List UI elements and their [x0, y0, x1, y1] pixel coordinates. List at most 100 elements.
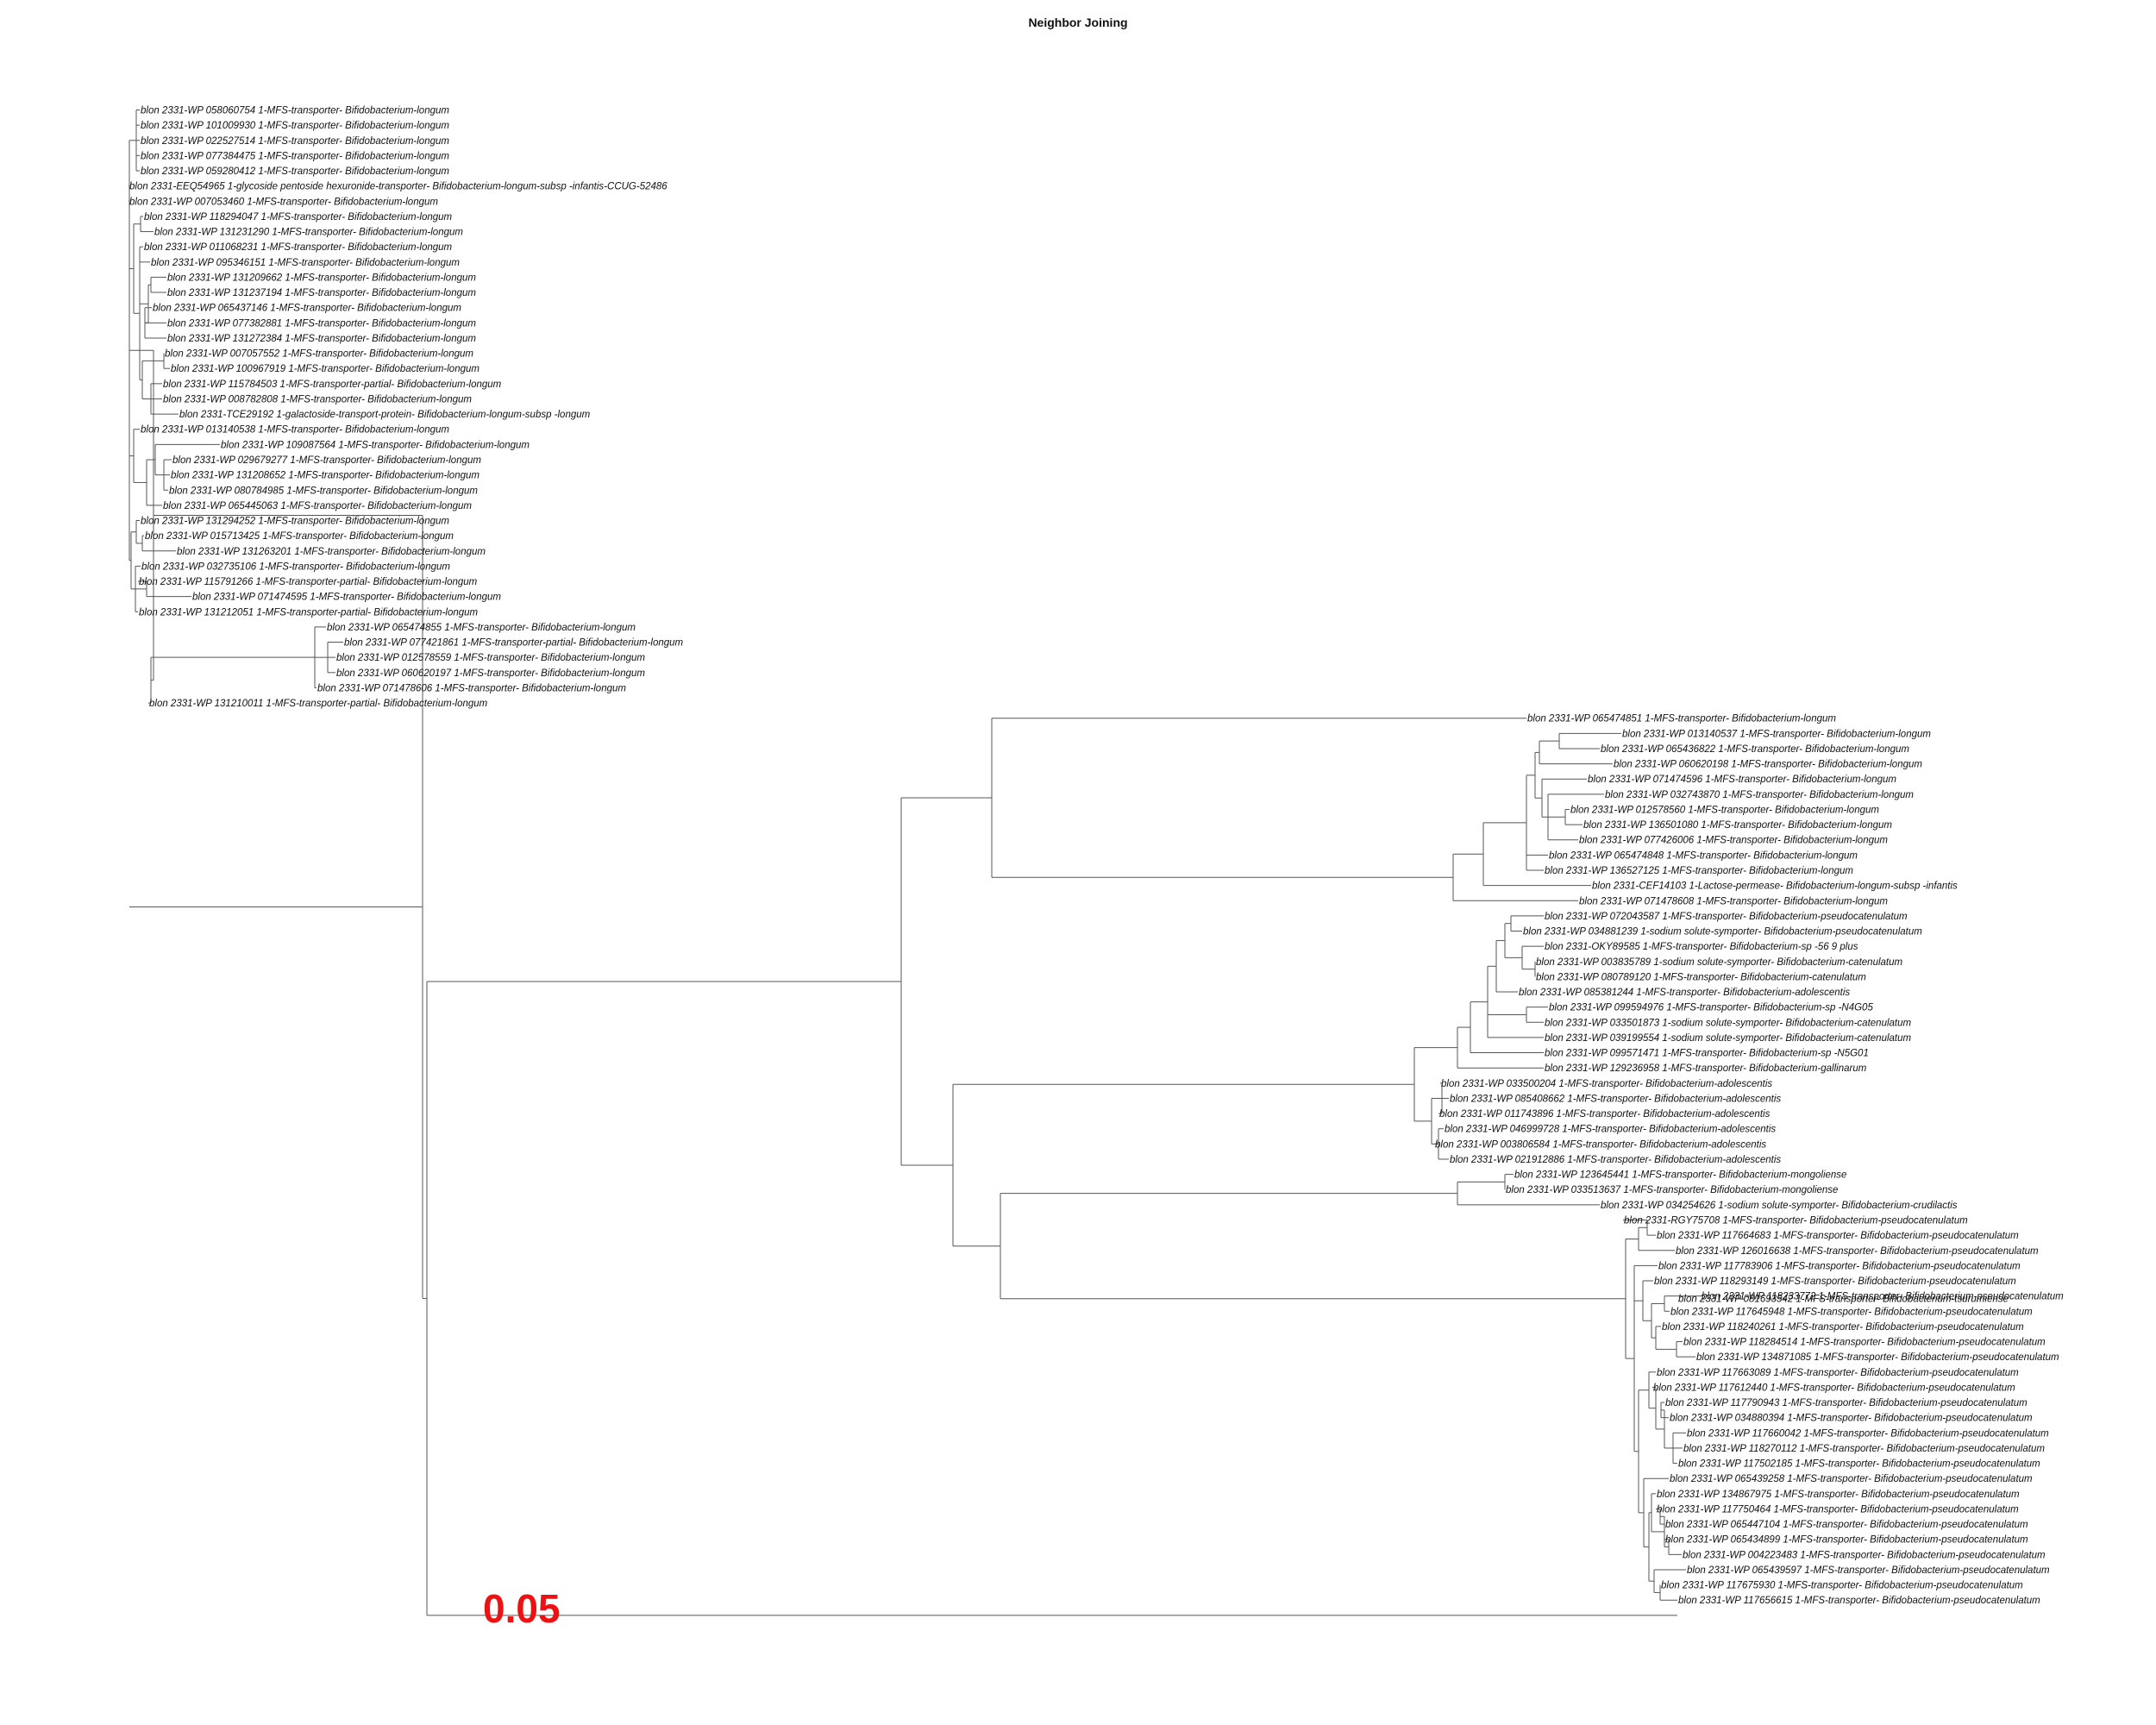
tree-leaf-label: blon 2331-WP 117612440 1-MFS-transporter… [1653, 1383, 2015, 1393]
tree-leaf-label: blon 2331-WP 134871085 1-MFS-transporter… [1696, 1352, 2059, 1363]
tree-leaf-label: blon 2331-WP 085408662 1-MFS-transporter… [1450, 1094, 1781, 1104]
tree-title: Neighbor Joining [1028, 16, 1128, 29]
tree-leaf-label: blon 2331-WP 085381244 1-MFS-transporter… [1519, 988, 1850, 998]
tree-leaf-label: blon 2331-WP 117783906 1-MFS-transporter… [1658, 1261, 2021, 1271]
tree-leaf-label: blon 2331-WP 071478608 1-MFS-transporter… [1579, 896, 1888, 906]
tree-leaf-label: blon 2331-WP 060620198 1-MFS-transporter… [1614, 760, 1922, 770]
tree-leaf-label: blon 2331-WP 131209662 1-MFS-transporter… [167, 273, 476, 283]
tree-leaf-label: blon 2331-EEQ54965 1-glycoside pentoside… [129, 182, 667, 192]
tree-leaf-label: blon 2331-WP 003806584 1-MFS-transporter… [1435, 1139, 1766, 1150]
tree-leaf-label: blon 2331-OKY89585 1-MFS-transporter- Bi… [1545, 942, 1858, 952]
tree-leaf-label: blon 2331-WP 117645948 1-MFS-transporter… [1670, 1307, 2033, 1317]
tree-leaf-label: blon 2331-WP 021912886 1-MFS-transporter… [1450, 1155, 1781, 1165]
tree-leaf-label: blon 2331-WP 065439258 1-MFS-transporter… [1670, 1474, 2033, 1484]
tree-leaf-label: blon 2331-WP 065436822 1-MFS-transporter… [1601, 744, 1909, 755]
tree-leaf-label: blon 2331-WP 034254626 1-sodium solute-s… [1601, 1201, 1958, 1211]
tree-leaf-label: blon 2331-WP 134867975 1-MFS-transporter… [1657, 1490, 2020, 1500]
tree-leaf-label: blon 2331-WP 065447104 1-MFS-transporter… [1665, 1520, 2028, 1530]
tree-leaf-label: blon 2331-WP 118233772 1-MFS-transporter… [1702, 1292, 2064, 1302]
tree-leaf-label: blon 2331-WP 011068231 1-MFS-transporter… [144, 242, 453, 253]
tree-leaf-label: blon 2331-WP 117663089 1-MFS-transporter… [1657, 1368, 2019, 1378]
tree-leaf-label: blon 2331-RGY75708 1-MFS-transporter- Bi… [1624, 1215, 1968, 1226]
tree-leaf-label: blon 2331-WP 131294252 1-MFS-transporter… [141, 517, 449, 527]
tree-leaf-label: blon 2331-WP 118240261 1-MFS-transporter… [1662, 1322, 2024, 1333]
tree-leaf-label: blon 2331-WP 115784503 1-MFS-transporter… [163, 380, 502, 390]
tree-leaf-label: blon 2331-WP 099594976 1-MFS-transporter… [1549, 1003, 1873, 1013]
tree-leaf-label: blon 2331-WP 136527125 1-MFS-transporter… [1545, 866, 1853, 876]
tree-leaf-label: blon 2331-WP 126016638 1-MFS-transporter… [1676, 1246, 2039, 1257]
tree-leaf-label: blon 2331-WP 129236958 1-MFS-transporter… [1545, 1063, 1867, 1074]
tree-leaf-label: blon 2331-WP 117675930 1-MFS-transporter… [1661, 1581, 2023, 1591]
tree-leaf-label: blon 2331-WP 065474848 1-MFS-transporter… [1549, 850, 1858, 861]
tree-leaf-label: blon 2331-WP 032743870 1-MFS-transporter… [1605, 790, 1914, 800]
tree-leaf-label: blon 2331-WP 081693542 1-MFS-transporter… [1678, 1294, 2009, 1304]
tree-leaf-label: blon 2331-WP 003835789 1-sodium solute-s… [1536, 957, 1903, 968]
tree-leaf-label: blon 2331-WP 007053460 1-MFS-transporter… [129, 197, 438, 207]
tree-leaf-label: blon 2331-WP 101009930 1-MFS-transporter… [141, 121, 449, 131]
tree-leaf-label: blon 2331-WP 033513637 1-MFS-transporter… [1506, 1185, 1838, 1195]
tree-leaf-label: blon 2331-WP 117502185 1-MFS-transporter… [1678, 1459, 2040, 1470]
tree-leaf-label: blon 2331-WP 118284514 1-MFS-transporter… [1683, 1338, 2046, 1348]
tree-leaf-label: blon 2331-WP 039199554 1-sodium solute-s… [1545, 1033, 1912, 1044]
tree-leaf-label: blon 2331-WP 118293149 1-MFS-transporter… [1654, 1276, 2016, 1287]
tree-leaf-label: blon 2331-WP 131272384 1-MFS-transporter… [167, 334, 476, 344]
tree-leaf-label: blon 2331-WP 115791266 1-MFS-transporter… [139, 577, 478, 587]
tree-leaf-label: blon 2331-WP 033500204 1-MFS-transporter… [1441, 1079, 1772, 1089]
tree-leaf-label: blon 2331-WP 123645441 1-MFS-transporter… [1514, 1170, 1846, 1181]
tree-leaf-label: blon 2331-WP 071474596 1-MFS-transporter… [1588, 775, 1896, 785]
tree-leaf-label: blon 2331-WP 033501873 1-sodium solute-s… [1545, 1018, 1912, 1028]
tree-leaf-label: blon 2331-WP 077382881 1-MFS-transporter… [167, 318, 476, 329]
tree-leaf-label: blon 2331-WP 099571471 1-MFS-transporter… [1545, 1049, 1869, 1059]
tree-leaf-label: blon 2331-WP 007057552 1-MFS-transporter… [165, 349, 473, 360]
tree-leaf-label: blon 2331-WP 095346151 1-MFS-transporter… [151, 258, 460, 268]
scale-bar-label: 0.05 [483, 1586, 561, 1631]
tree-leaf-label: blon 2331-WP 022527514 1-MFS-transporter… [141, 136, 449, 147]
tree-leaf-label: blon 2331-WP 065434899 1-MFS-transporter… [1665, 1535, 2028, 1546]
tree-leaf-label: blon 2331-WP 065439597 1-MFS-transporter… [1687, 1565, 2050, 1576]
tree-leaf-label: blon 2331-WP 004223483 1-MFS-transporter… [1683, 1550, 2046, 1560]
tree-leaf-label: blon 2331-WP 136501080 1-MFS-transporter… [1583, 820, 1892, 831]
tree-leaf-label: blon 2331-WP 117790943 1-MFS-transporter… [1665, 1398, 2028, 1408]
tree-leaf-label: blon 2331-WP 131208652 1-MFS-transporter… [171, 471, 479, 481]
tree-leaf-label: blon 2331-WP 011743896 1-MFS-transporter… [1439, 1109, 1771, 1120]
tree-leaf-label: blon 2331-WP 118294047 1-MFS-transporter… [144, 212, 453, 223]
tree-leaf-label: blon 2331-WP 109087564 1-MFS-transporter… [221, 440, 530, 450]
tree-leaf-label: blon 2331-WP 131210011 1-MFS-transporter… [149, 699, 488, 709]
tree-leaf-label: blon 2331-WP 131212051 1-MFS-transporter… [139, 607, 479, 618]
tree-leaf-label: blon 2331-WP 059280412 1-MFS-transporter… [141, 166, 449, 177]
tree-leaf-label: blon 2331-WP 118270112 1-MFS-transporter… [1683, 1444, 2045, 1454]
tree-leaf-label: blon 2331-WP 060620197 1-MFS-transporter… [336, 668, 645, 679]
tree-leaf-label: blon 2331-WP 034880394 1-MFS-transporter… [1670, 1414, 2033, 1424]
tree-leaf-label: blon 2331-WP 013140537 1-MFS-transporter… [1622, 729, 1931, 739]
tree-leaf-label: blon 2331-WP 077426006 1-MFS-transporter… [1579, 836, 1888, 846]
tree-leaf-label: blon 2331-WP 117750464 1-MFS-transporter… [1657, 1504, 2019, 1515]
tree-leaf-label: blon 2331-WP 131231290 1-MFS-transporter… [154, 228, 463, 238]
tree-leaf-label: blon 2331-WP 034881239 1-sodium solute-s… [1523, 927, 1922, 938]
tree-leaf-label: blon 2331-WP 065474851 1-MFS-transporter… [1527, 714, 1836, 724]
tree-leaf-label: blon 2331-TCE29192 1-galactoside-transpo… [179, 410, 591, 420]
tree-leaf-label: blon 2331-WP 013140538 1-MFS-transporter… [141, 425, 449, 436]
tree-leaf-label: blon 2331-WP 080784985 1-MFS-transporter… [169, 486, 478, 496]
tree-leaf-label: blon 2331-WP 029679277 1-MFS-transporter… [172, 455, 481, 466]
tree-leaf-label: blon 2331-WP 012578559 1-MFS-transporter… [336, 653, 645, 663]
tree-leaf-label: blon 2331-WP 065445063 1-MFS-transporter… [163, 501, 472, 511]
tree-leaf-label: blon 2331-WP 100967919 1-MFS-transporter… [171, 364, 479, 374]
tree-leaf-label: blon 2331-WP 131263201 1-MFS-transporter… [177, 547, 486, 557]
tree-leaf-label: blon 2331-WP 015713425 1-MFS-transporter… [145, 531, 454, 542]
tree-leaf-label: blon 2331-WP 046999728 1-MFS-transporter… [1445, 1125, 1776, 1135]
tree-leaf-label: blon 2331-CEF14103 1-Lactose-permease- B… [1592, 881, 1958, 892]
tree-leaf-label: blon 2331-WP 071478606 1-MFS-transporter… [317, 683, 626, 693]
tree-leaf-label: blon 2331-WP 071474595 1-MFS-transporter… [192, 593, 501, 603]
tree-leaf-label: blon 2331-WP 080789120 1-MFS-transporter… [1536, 972, 1866, 982]
tree-leaf-label: blon 2331-WP 077421861 1-MFS-transporter… [344, 638, 684, 649]
tree-leaf-label: blon 2331-WP 117664683 1-MFS-transporter… [1657, 1231, 2019, 1241]
tree-leaf-label: blon 2331-WP 032735106 1-MFS-transporter… [141, 561, 450, 572]
tree-leaf-label: blon 2331-WP 131237194 1-MFS-transporter… [167, 288, 476, 298]
tree-leaf-label: blon 2331-WP 065437146 1-MFS-transporter… [153, 304, 461, 314]
tree-leaf-label: blon 2331-WP 012578560 1-MFS-transporter… [1570, 805, 1879, 815]
tree-leaf-label: blon 2331-WP 058060754 1-MFS-transporter… [141, 106, 449, 116]
tree-leaf-label: blon 2331-WP 065474855 1-MFS-transporter… [327, 623, 636, 633]
tree-leaf-label: blon 2331-WP 072043587 1-MFS-transporter… [1545, 912, 1908, 922]
tree-leaf-label: blon 2331-WP 117656615 1-MFS-transporter… [1678, 1596, 2040, 1606]
